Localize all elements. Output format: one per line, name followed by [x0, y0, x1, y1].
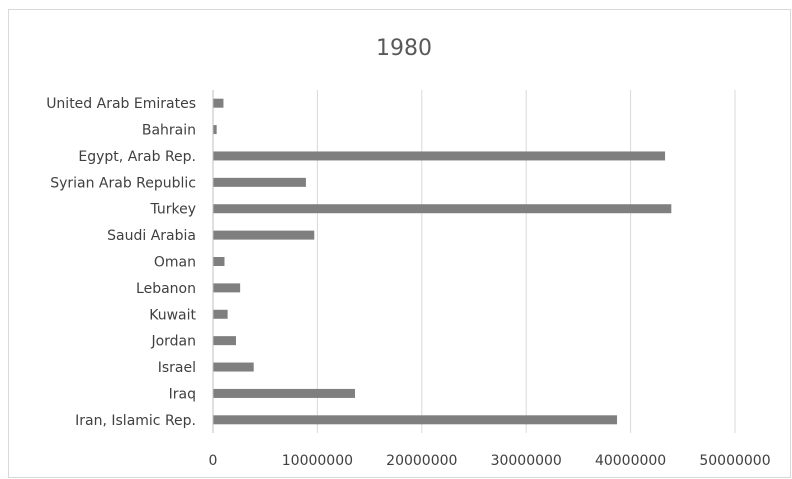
- bar: [213, 309, 228, 319]
- bar: [213, 415, 618, 425]
- bar: [213, 336, 236, 346]
- category-label: Syrian Arab Republic: [50, 175, 196, 191]
- category-label: Oman: [154, 255, 196, 271]
- bar: [213, 257, 225, 266]
- category-labels: United Arab Emirates Bahrain Egypt, Arab R…: [46, 96, 196, 429]
- chart-frame: [8, 9, 791, 478]
- bar: [213, 283, 241, 293]
- x-tick-label: 20000000: [386, 453, 457, 469]
- category-label: Saudi Arabia: [107, 228, 196, 244]
- bar: [213, 98, 224, 108]
- category-label: Kuwait: [149, 307, 196, 323]
- bar: [213, 151, 666, 161]
- bar: [213, 388, 355, 398]
- bar: [213, 177, 306, 187]
- x-tick-label: 40000000: [595, 453, 666, 469]
- category-label: Jordan: [150, 334, 196, 350]
- bar: [213, 362, 254, 372]
- chart-title: 1980: [376, 36, 432, 61]
- category-label: Egypt, Arab Rep.: [78, 149, 196, 165]
- x-axis-tick-labels: 0 10000000 20000000 30000000 40000000 5000000…: [209, 453, 771, 469]
- category-label: United Arab Emirates: [46, 96, 196, 112]
- bar: [213, 125, 217, 135]
- category-label: Lebanon: [136, 281, 196, 297]
- category-label: Turkey: [149, 202, 196, 218]
- gridlines: [316, 90, 736, 433]
- bar: [213, 204, 672, 214]
- x-tick-label: 0: [209, 453, 218, 469]
- category-label: Iraq: [169, 386, 196, 402]
- x-tick-label: 30000000: [491, 453, 562, 469]
- category-label: Bahrain: [142, 123, 196, 139]
- category-label: Israel: [158, 360, 196, 376]
- x-tick-label: 10000000: [282, 453, 353, 469]
- bar: [213, 230, 315, 240]
- category-label: Iran, Islamic Rep.: [75, 413, 196, 429]
- bars: [213, 98, 672, 425]
- x-tick-label: 50000000: [699, 453, 770, 469]
